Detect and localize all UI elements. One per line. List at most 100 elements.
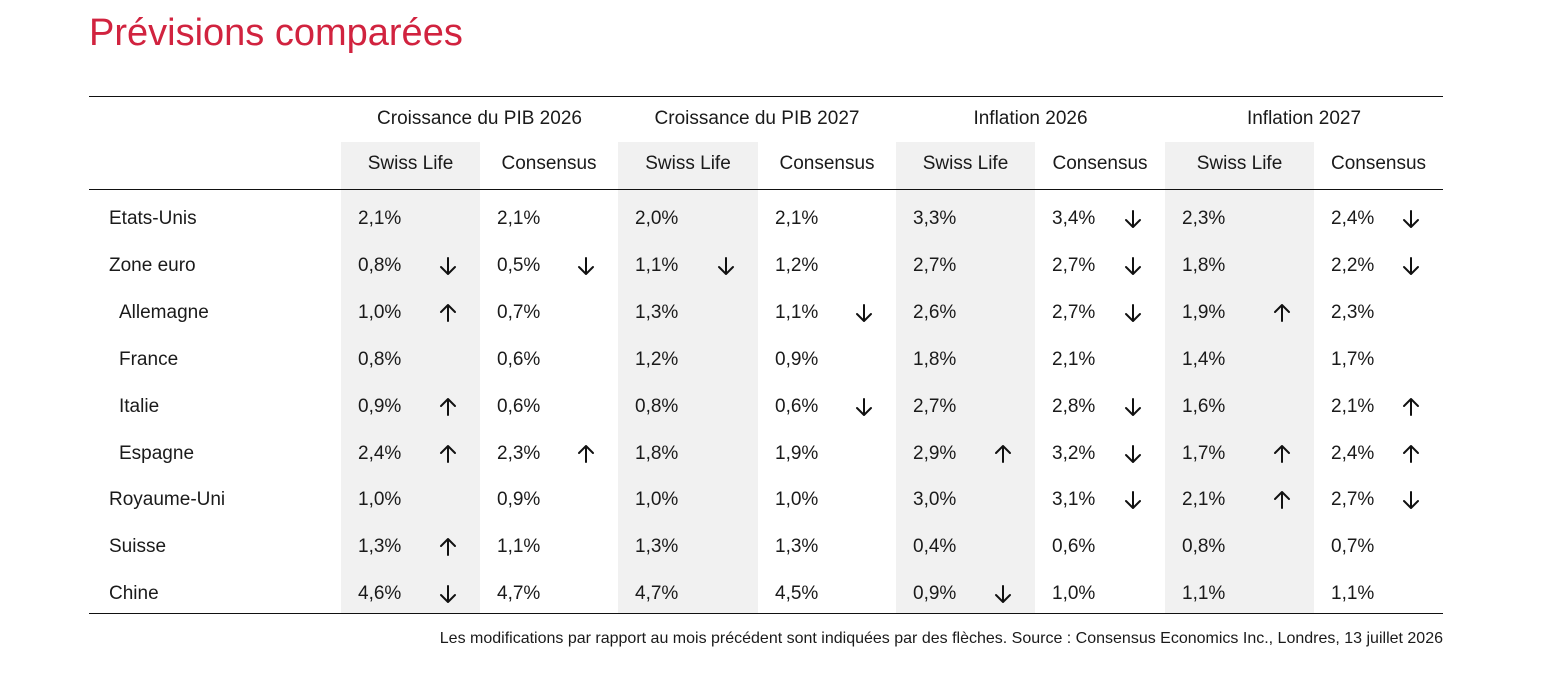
table-cell-value: 2,7% (1052, 254, 1096, 276)
group-header: Croissance du PIB 2026 (377, 108, 582, 129)
table-cell-value: 0,6% (775, 395, 819, 417)
table-cell-value: 0,6% (1052, 536, 1096, 558)
swiss-life-column-shade (1165, 142, 1314, 613)
table-cell-value: 0,7% (497, 301, 541, 323)
arrow-down-icon (1125, 491, 1141, 510)
arrow-up-icon (1274, 444, 1290, 463)
table-cell-value: 0,9% (497, 489, 541, 511)
table-cell-value: 2,4% (1331, 442, 1375, 464)
arrow-down-icon (578, 256, 594, 275)
table-cell-value: 1,0% (358, 301, 402, 323)
row-label-country: Chine (109, 583, 159, 605)
arrow-up-icon (1403, 444, 1419, 463)
table-cell-value: 2,6% (913, 301, 957, 323)
arrow-up-icon (440, 303, 456, 322)
table-cell-value: 1,7% (1331, 348, 1375, 370)
subheader-swiss-life: Swiss Life (645, 153, 731, 174)
table-cell-value: 2,4% (358, 442, 402, 464)
table-cell-value: 3,0% (913, 489, 957, 511)
subheader-consensus: Consensus (1330, 153, 1427, 174)
table-cell-value: 1,3% (635, 536, 679, 558)
table-cell-value: 1,3% (358, 536, 402, 558)
group-header: Inflation 2027 (1246, 108, 1362, 129)
table-cell-value: 0,8% (635, 395, 679, 417)
arrow-down-icon (856, 397, 872, 416)
table-cell-value: 1,0% (1052, 583, 1096, 605)
subheader-swiss-life: Swiss Life (367, 153, 454, 174)
arrow-down-icon (1125, 303, 1141, 322)
row-label-country: Royaume-Uni (109, 489, 226, 511)
table-cell-value: 1,6% (1182, 395, 1226, 417)
arrow-down-icon (718, 256, 734, 275)
swiss-life-column-shade (896, 142, 1035, 613)
arrow-down-icon (856, 303, 872, 322)
table-cell-value: 1,9% (1182, 301, 1226, 323)
arrow-down-icon (1403, 256, 1419, 275)
table-cell-value: 1,0% (358, 489, 402, 511)
table-cell-value: 1,3% (635, 301, 679, 323)
footnote: Les modifications par rapport au mois pr… (439, 630, 1443, 647)
table-cell-value: 2,1% (775, 208, 819, 229)
arrow-up-icon (1403, 397, 1419, 416)
row-label-country: Zone euro (109, 254, 196, 276)
table-cell-value: 2,2% (1331, 254, 1375, 276)
table-cell-value: 0,7% (1331, 536, 1375, 558)
table-rule (89, 613, 1443, 614)
row-label-country: Suisse (109, 536, 167, 558)
table-cell-value: 0,8% (358, 254, 402, 276)
page-title: Prévisions comparées (89, 12, 463, 54)
table-cell-value: 1,0% (775, 489, 819, 511)
table-cell-value: 1,8% (913, 348, 957, 370)
arrow-down-icon (1125, 210, 1141, 228)
row-label-country: Allemagne (119, 301, 209, 323)
subheader-consensus: Consensus (779, 153, 875, 174)
table-cell-value: 0,4% (913, 536, 957, 558)
table-cell-value: 0,5% (497, 254, 541, 276)
arrow-down-icon (440, 585, 456, 604)
table-cell-value: 3,2% (1052, 442, 1096, 464)
table-cell-value: 2,7% (1052, 301, 1096, 323)
table-rule (89, 189, 1443, 190)
table-rule (89, 96, 1443, 97)
table-cell-value: 0,9% (775, 348, 819, 370)
swiss-life-column-shade (618, 142, 758, 613)
table-cell-value: 1,2% (775, 254, 819, 276)
row-label-country: Italie (119, 395, 160, 417)
arrow-up-icon (440, 397, 456, 416)
table-cell-value: 0,8% (358, 348, 402, 370)
swiss-life-column-shade (341, 142, 480, 613)
table-cell-value: 2,4% (1331, 208, 1375, 229)
subheader-consensus: Consensus (1052, 153, 1148, 174)
arrow-down-icon (1125, 397, 1141, 416)
table-cell-value: 1,3% (775, 536, 819, 558)
table-cell-value: 2,7% (913, 395, 957, 417)
arrow-down-icon (1125, 444, 1141, 463)
group-header: Croissance du PIB 2027 (654, 108, 860, 129)
arrow-down-icon (1403, 210, 1419, 228)
table-cell-value: 2,1% (1331, 395, 1375, 417)
row-label-country: Etats-Unis (109, 208, 197, 229)
table-cell-value: 2,1% (1052, 348, 1096, 370)
table-cell-value: 3,4% (1052, 208, 1096, 229)
table-cell-value: 4,7% (497, 583, 541, 605)
table-cell-value: 1,2% (635, 348, 679, 370)
arrow-down-icon (440, 256, 456, 275)
group-header: Inflation 2026 (973, 108, 1088, 129)
subheader-swiss-life: Swiss Life (1196, 153, 1283, 174)
arrow-up-icon (578, 444, 594, 463)
table-cell-value: 1,0% (635, 489, 679, 511)
row-label-country: Espagne (119, 442, 195, 464)
table-cell-value: 0,9% (913, 583, 957, 605)
arrow-down-icon (1125, 256, 1141, 275)
table-cell-value: 1,7% (1182, 442, 1226, 464)
table-cell-value: 0,8% (1182, 536, 1226, 558)
arrow-up-icon (440, 444, 456, 463)
table-cell-value: 2,9% (913, 442, 957, 464)
table-cell-value: 3,3% (913, 208, 957, 229)
subheader-swiss-life: Swiss Life (922, 153, 1009, 174)
arrow-up-icon (440, 538, 456, 557)
table-cell-value: 4,5% (775, 583, 819, 605)
table-cell-value: 2,1% (358, 208, 402, 229)
subheader-consensus: Consensus (501, 153, 597, 174)
table-cell-value: 2,3% (497, 442, 541, 464)
